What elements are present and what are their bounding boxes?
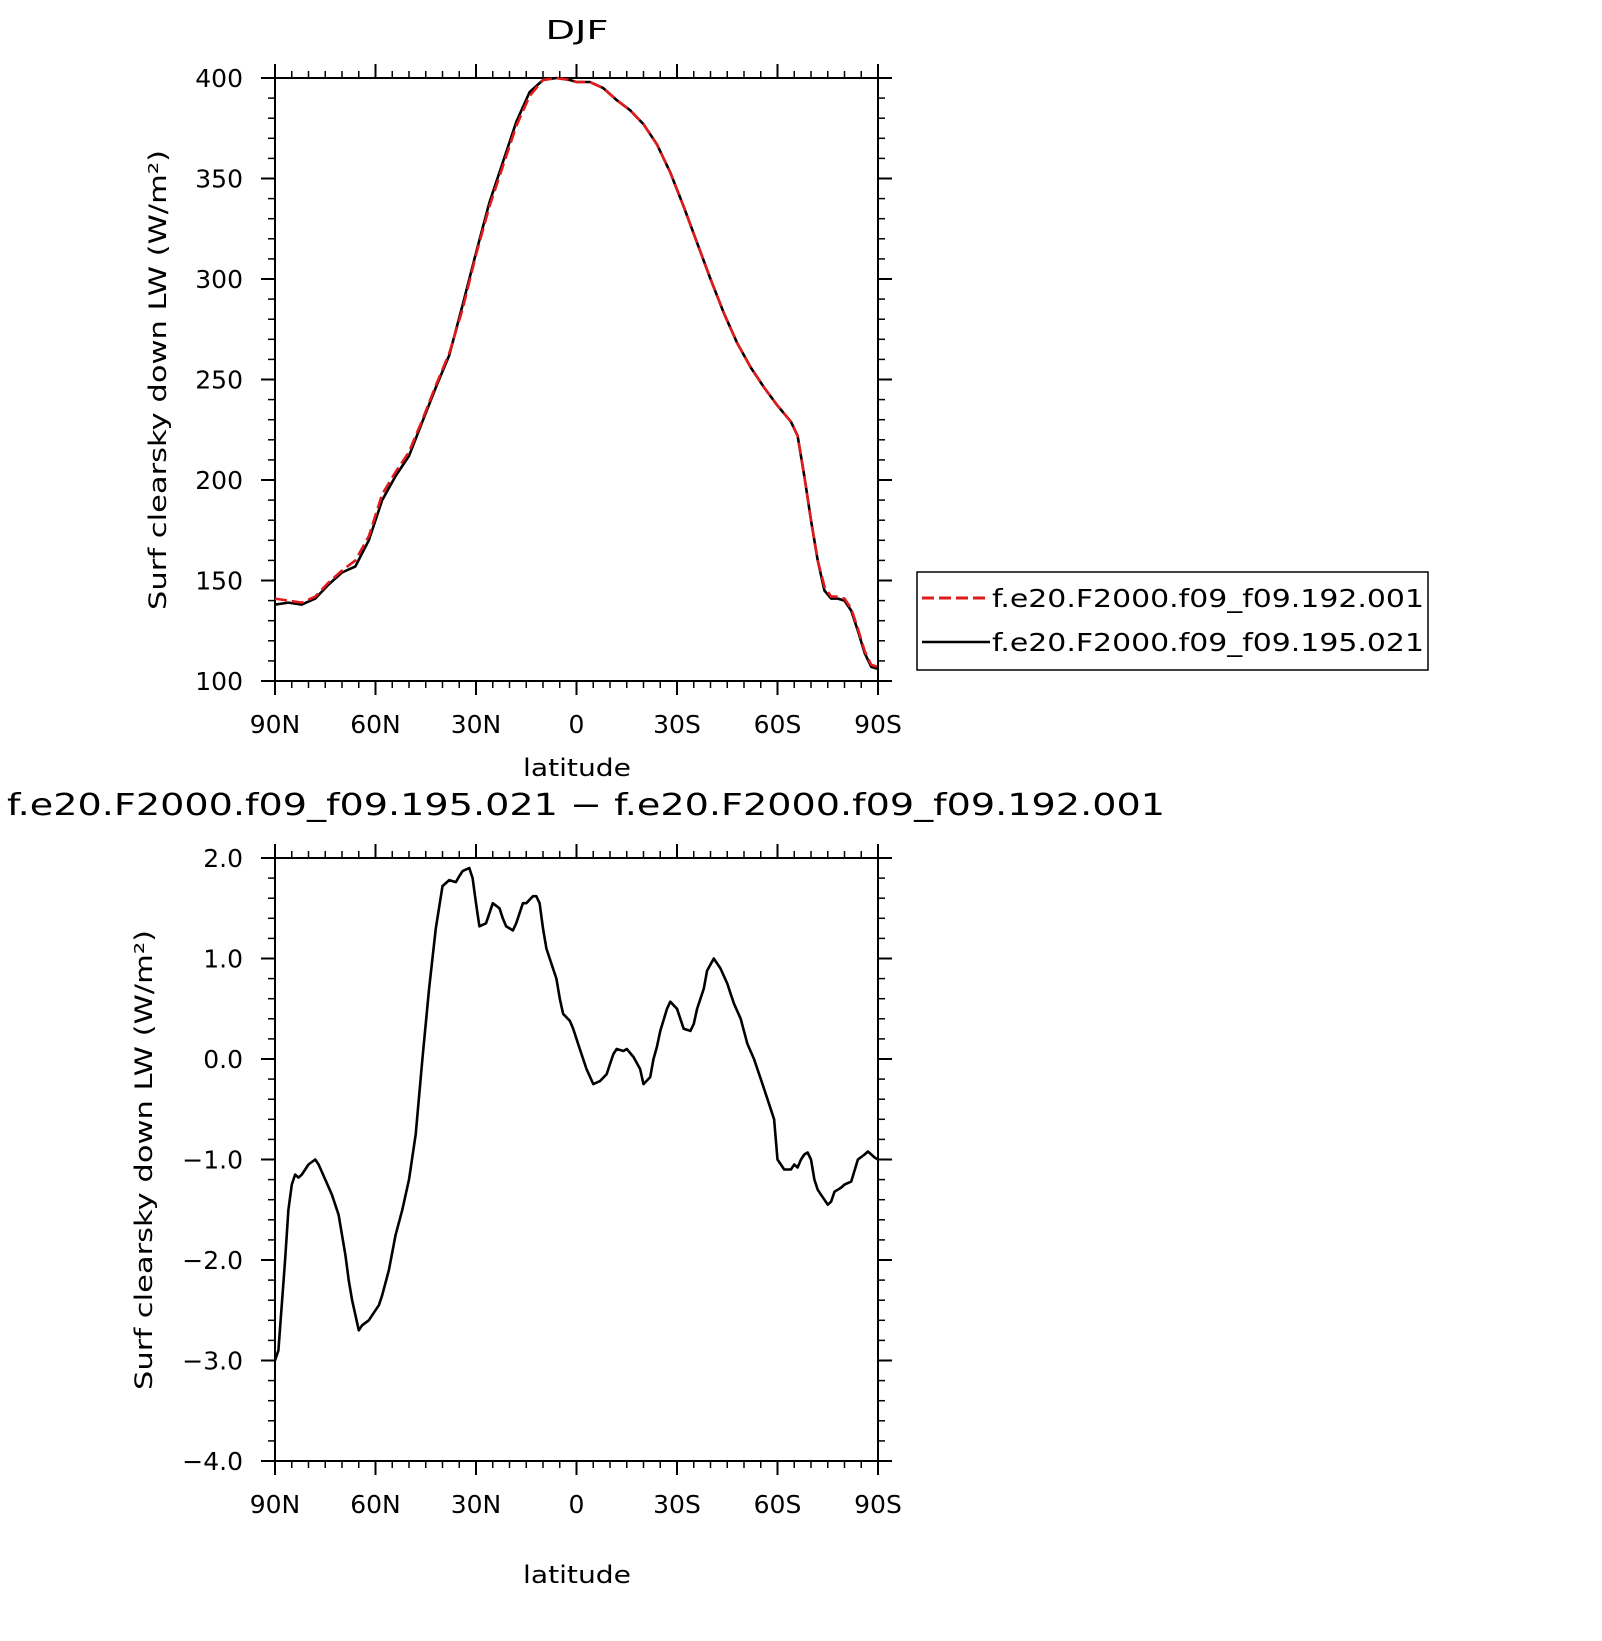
x-tick-label: 30N bbox=[451, 1490, 502, 1519]
bottom-plot-frame bbox=[274, 857, 879, 1462]
top-panel: DJF 100 150 200 250 300 350 400 90N 60N 30N 0 30S 60… bbox=[144, 16, 1429, 782]
x-tick-label: 0 bbox=[569, 710, 585, 739]
y-tick-label: 200 bbox=[195, 466, 243, 495]
legend: f.e20.F2000.f09_f09.192.001 f.e20.F2000.… bbox=[916, 571, 1429, 671]
legend-label-192: f.e20.F2000.f09_f09.192.001 bbox=[992, 584, 1424, 613]
top-panel-ticks: 100 150 200 250 300 350 400 90N 60N 30N 0 30S 60S 90S bbox=[195, 64, 902, 739]
x-tick-label: 30N bbox=[451, 710, 502, 739]
x-tick-label: 90N bbox=[250, 710, 301, 739]
x-tick-label: 90S bbox=[854, 710, 902, 739]
series-line-192-001 bbox=[274, 76, 879, 669]
y-tick-label: 250 bbox=[195, 366, 243, 395]
top-panel-series bbox=[274, 76, 879, 671]
top-y-axis-label: Surf clearsky down LW (W/m²) bbox=[144, 150, 172, 610]
top-panel-title: DJF bbox=[546, 16, 609, 46]
x-tick-label: 60S bbox=[754, 710, 802, 739]
x-tick-label: 60S bbox=[754, 1490, 802, 1519]
x-tick-label: 60N bbox=[350, 1490, 401, 1519]
y-tick-label: 1.0 bbox=[203, 945, 243, 974]
x-tick-label: 30S bbox=[653, 710, 701, 739]
top-plot-frame bbox=[274, 77, 879, 682]
bottom-x-axis-label: latitude bbox=[523, 1561, 631, 1589]
y-tick-label: −3.0 bbox=[182, 1347, 243, 1376]
x-tick-label: 90N bbox=[250, 1490, 301, 1519]
y-tick-label: 400 bbox=[195, 64, 243, 93]
series-line-195-021 bbox=[274, 76, 879, 671]
bottom-panel-series bbox=[273, 866, 879, 1361]
legend-label-195: f.e20.F2000.f09_f09.195.021 bbox=[992, 628, 1424, 657]
top-x-axis-label: latitude bbox=[523, 754, 631, 782]
y-tick-label: −4.0 bbox=[182, 1447, 243, 1476]
bottom-panel-ticks: −4.0 −3.0 −2.0 −1.0 0.0 1.0 2.0 90N 60N 30N 0 30S 60… bbox=[182, 844, 902, 1519]
x-tick-label: 30S bbox=[653, 1490, 701, 1519]
bottom-panel-title: f.e20.F2000.f09_f09.195.021 − f.e20.F200… bbox=[7, 788, 1165, 823]
bottom-panel: f.e20.F2000.f09_f09.195.021 − f.e20.F200… bbox=[7, 788, 1165, 1589]
bottom-y-axis-label: Surf clearsky down LW (W/m²) bbox=[130, 930, 158, 1390]
y-tick-label: 350 bbox=[195, 165, 243, 194]
legend-box bbox=[916, 571, 1429, 671]
y-tick-label: 150 bbox=[195, 567, 243, 596]
y-tick-label: 0.0 bbox=[203, 1045, 243, 1074]
y-tick-label: 300 bbox=[195, 265, 243, 294]
y-tick-label: −2.0 bbox=[182, 1246, 243, 1275]
y-tick-label: 2.0 bbox=[203, 844, 243, 873]
series-line-difference bbox=[273, 866, 879, 1361]
x-tick-label: 0 bbox=[569, 1490, 585, 1519]
x-tick-label: 90S bbox=[854, 1490, 902, 1519]
y-tick-label: 100 bbox=[195, 667, 243, 696]
y-tick-label: −1.0 bbox=[182, 1146, 243, 1175]
x-tick-label: 60N bbox=[350, 710, 401, 739]
